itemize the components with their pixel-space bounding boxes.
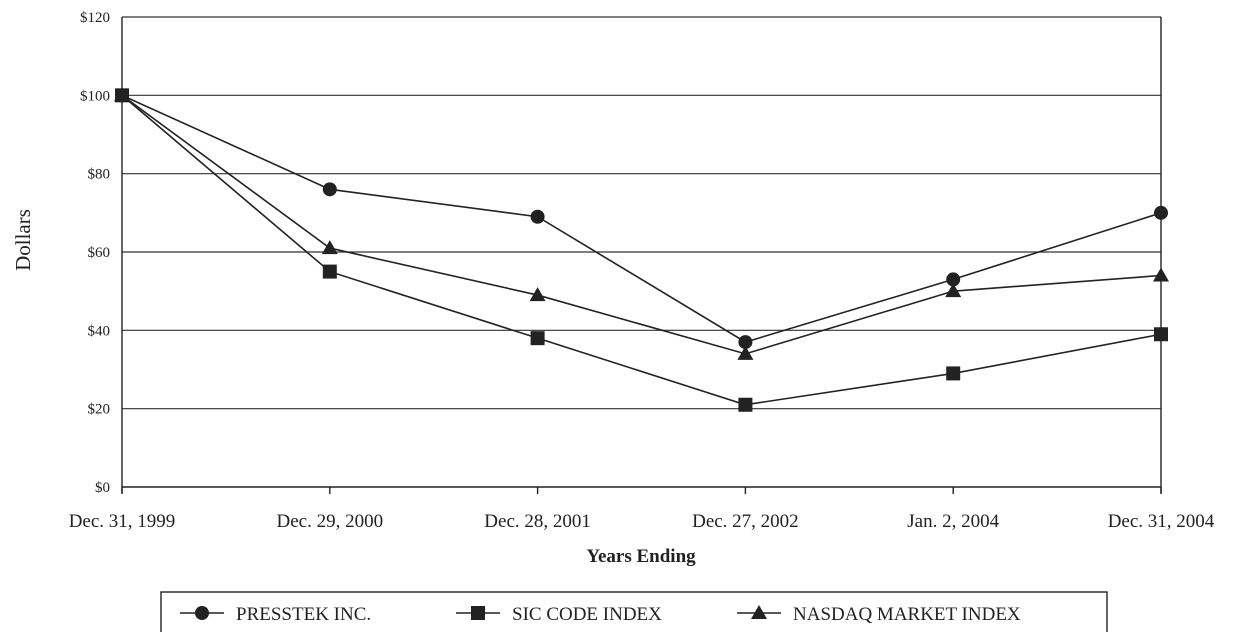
series-line [121, 94, 1162, 343]
x-tick-label: Dec. 31, 2004 [1108, 511, 1215, 532]
legend-box [160, 591, 1108, 635]
circle-marker [322, 182, 337, 197]
x-tick-label: Dec. 27, 2002 [692, 511, 799, 532]
legend-label: SIC CODE INDEX [512, 604, 662, 625]
triangle-marker [1153, 267, 1169, 282]
square-marker [946, 366, 961, 381]
y-tick-label: $120 [80, 10, 110, 26]
y-tick-label: $60 [88, 245, 111, 261]
x-tick-label: Dec. 28, 2001 [484, 511, 591, 532]
axis-layer: $0 $20 $40 $60 $80 $100 $120 Dec. 31, 1999 Dec. … [69, 10, 1215, 532]
circle-marker [1154, 205, 1168, 220]
square-marker [738, 397, 753, 412]
legend-square-marker [471, 606, 485, 620]
triangle-marker [737, 345, 754, 360]
legend: PRESSTEK INC. SIC CODE INDEX NASDAQ MARKET… [160, 591, 1108, 635]
series-line [121, 94, 1162, 355]
legend-label: NASDAQ MARKET INDEX [793, 604, 1021, 625]
legend-triangle-marker [751, 605, 767, 619]
y-tick-label: $100 [80, 88, 110, 104]
legend-label: PRESSTEK INC. [236, 604, 371, 625]
x-tick-label: Dec. 31, 1999 [69, 511, 176, 532]
circle-marker [946, 272, 961, 287]
series-line [121, 94, 1162, 406]
y-tick-label: $0 [95, 480, 110, 496]
circle-marker [115, 88, 129, 103]
y-tick-label: $80 [88, 167, 111, 183]
square-marker [322, 264, 337, 279]
triangle-marker [529, 287, 546, 302]
circle-marker [738, 335, 753, 350]
x-tick-label: Jan. 2, 2004 [907, 511, 999, 532]
y-tick-label: $40 [88, 323, 111, 339]
circle-marker [530, 209, 545, 224]
triangle-marker [321, 240, 338, 255]
square-marker [530, 331, 545, 346]
x-axis-title: Years Ending [586, 546, 696, 567]
y-tick-label: $20 [88, 402, 111, 418]
square-marker [1154, 327, 1168, 342]
series-layer [114, 87, 1169, 412]
y-axis-title: Dollars [11, 209, 35, 271]
grid-layer [122, 16, 1161, 410]
triangle-marker [945, 283, 962, 298]
legend-circle-marker [195, 606, 209, 620]
x-tick-label: Dec. 29, 2000 [277, 511, 384, 532]
